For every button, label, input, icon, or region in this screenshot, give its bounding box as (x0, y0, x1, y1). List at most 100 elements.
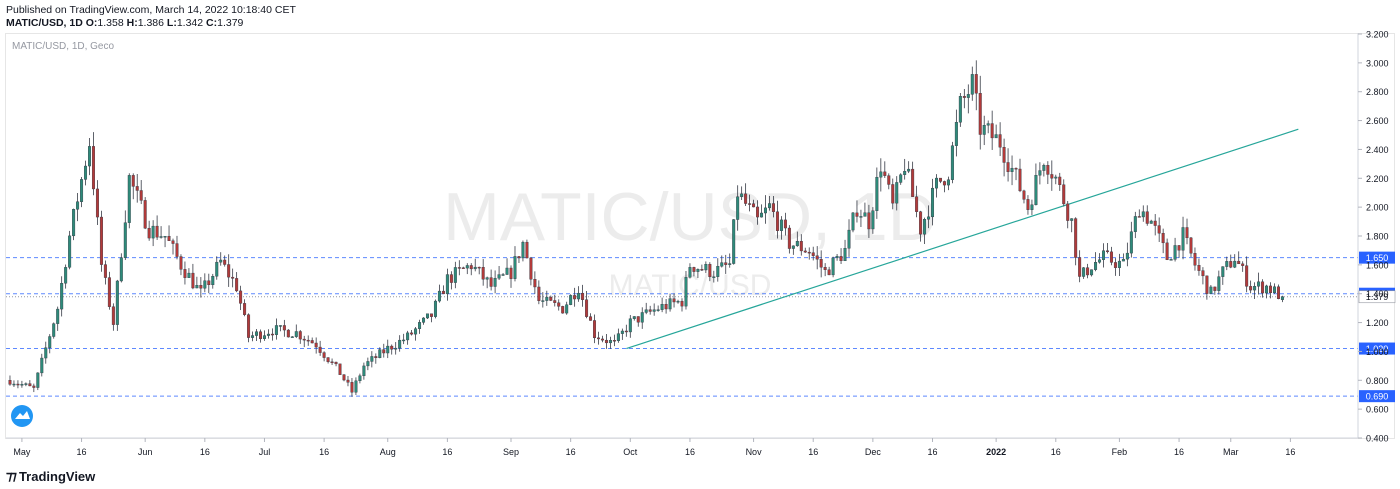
candle-body (529, 257, 533, 280)
close-label: C: (206, 17, 218, 29)
high-value: 1.386 (137, 17, 164, 29)
x-tick-label: 16 (1174, 447, 1184, 457)
candle-body (72, 209, 76, 237)
candle-body (231, 276, 235, 279)
candle-body (453, 267, 457, 283)
candle-body (207, 280, 211, 286)
high-label: H: (126, 17, 138, 29)
candle-body (255, 331, 259, 336)
candle-body (386, 345, 390, 354)
candle-body (1261, 281, 1265, 294)
x-tick-label: 16 (319, 447, 329, 457)
candle-body (469, 265, 473, 270)
candle-body (1098, 259, 1102, 263)
x-tick-label: 16 (808, 447, 818, 457)
x-tick-label: 16 (442, 447, 452, 457)
candle-body (56, 308, 60, 324)
candle-body (950, 145, 954, 180)
candle-body (481, 267, 485, 280)
candle-body (227, 264, 231, 278)
x-tick-label: May (13, 447, 31, 457)
candle-body (426, 313, 429, 319)
candle-body (756, 206, 760, 218)
y-tick-label: 2.000 (1366, 203, 1389, 213)
candle-body (942, 181, 946, 186)
candle-body (40, 357, 44, 374)
candle-body (16, 383, 20, 386)
candle-body (362, 365, 366, 377)
x-tick-label: Jul (259, 447, 271, 457)
candle-body (36, 372, 40, 388)
candle-body (652, 309, 656, 312)
candle-body (819, 259, 823, 268)
candle-body (545, 296, 549, 301)
candle-body (330, 361, 334, 364)
candle-body (827, 269, 831, 276)
x-tick-label: 16 (200, 447, 210, 457)
candle-body (473, 266, 477, 270)
candle-body (604, 339, 608, 344)
candle-body (262, 335, 266, 339)
candle-body (485, 277, 489, 280)
candle-body (191, 272, 195, 289)
candle-body (203, 280, 207, 289)
candle-body (286, 329, 290, 338)
y-tick-label: 2.800 (1366, 87, 1389, 97)
candle-body (1066, 203, 1070, 221)
candle-body (915, 196, 919, 212)
candle-body (1026, 199, 1030, 210)
candle-body (199, 285, 203, 289)
candle-body (12, 383, 16, 386)
candle-body (1133, 216, 1137, 232)
candle-body (946, 179, 950, 186)
candle-body (1125, 252, 1129, 260)
cloud-icon[interactable] (11, 405, 33, 427)
candle-body (1189, 237, 1193, 254)
candle-body (911, 168, 915, 197)
candle-body (616, 333, 620, 342)
candle-body (52, 323, 56, 337)
x-tick-label: Jun (138, 447, 153, 457)
candle-body (764, 207, 767, 214)
candle-body (346, 379, 350, 383)
candle-body (179, 256, 183, 270)
candle-body (95, 188, 99, 218)
x-tick-label: 16 (1051, 447, 1061, 457)
candle-body (171, 240, 175, 244)
candle-body (187, 272, 191, 278)
candle-body (612, 340, 616, 342)
x-tick-label: Oct (623, 447, 638, 457)
candle-body (394, 347, 398, 350)
candle-body (648, 309, 652, 312)
candle-body (783, 219, 787, 229)
candle-body (437, 290, 441, 302)
candle-body (111, 306, 115, 325)
candle-body (581, 292, 585, 300)
candle-body (290, 336, 294, 338)
candle-body (266, 333, 270, 336)
candle-body (131, 175, 135, 187)
candle-body (155, 225, 159, 238)
candle-body (700, 269, 704, 271)
candle-body (477, 266, 481, 269)
candle-body (1169, 259, 1173, 261)
candle-body (135, 186, 139, 191)
candle-body (310, 340, 314, 344)
x-tick-label: 16 (566, 447, 576, 457)
candle-body (143, 200, 147, 229)
candle-body (493, 277, 497, 287)
candle-body (8, 380, 12, 385)
candle-body (867, 212, 871, 230)
x-tick-label: 16 (77, 447, 87, 457)
x-tick-label: Mar (1223, 447, 1239, 457)
candle-body (1117, 260, 1121, 268)
candle-body (644, 309, 648, 313)
candle-body (1094, 262, 1098, 270)
candle-body (684, 277, 688, 307)
candle-body (382, 349, 386, 354)
candle-body (931, 187, 935, 218)
candle-body (1165, 242, 1169, 260)
candle-body (748, 203, 752, 205)
candle-body (1082, 267, 1086, 277)
